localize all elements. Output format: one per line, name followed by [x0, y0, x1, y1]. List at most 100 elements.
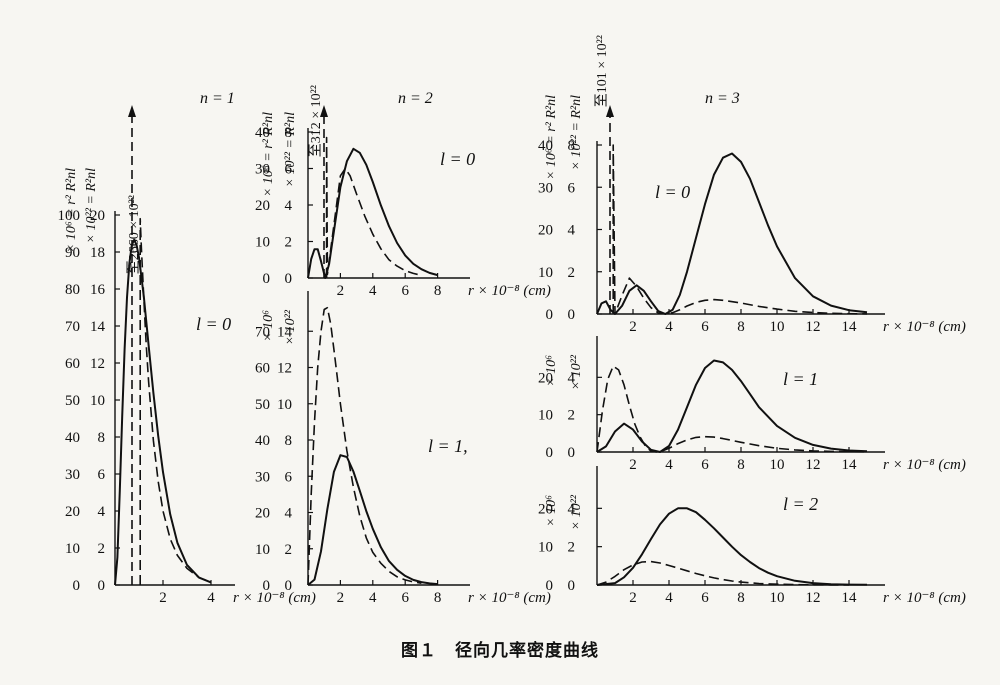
y-tick-label-inner: 4 — [98, 504, 106, 520]
y-tick-label-inner: 10 — [90, 393, 105, 409]
curve-r2R2 — [596, 359, 868, 453]
arrow-head — [128, 105, 136, 117]
y-tick-label-outer: 10 — [538, 265, 553, 281]
x-tick-label: 8 — [737, 590, 745, 606]
y-tick-label-inner: 8 — [568, 138, 576, 154]
y-axis-label-inner: × 10²² = R²nl — [283, 112, 298, 188]
x-axis-label: r × 10⁻⁸ (cm) — [233, 590, 316, 606]
x-tick-label: 2 — [629, 457, 637, 473]
y-tick-label-outer: 80 — [65, 282, 80, 298]
y-tick-label-inner: 6 — [98, 467, 106, 483]
y-tick-label-inner: 4 — [568, 223, 576, 239]
y-tick-label-outer: 20 — [255, 198, 270, 214]
x-tick-label: 10 — [770, 319, 785, 335]
y-tick-label-inner: 0 — [568, 445, 576, 461]
curve-R2 — [307, 306, 422, 586]
panel-n3-l2: 2 4 6 8 10 12 14 r × 10⁻⁸ (cm) 0 10 20 0 2 4 × 10⁶ × 10… — [538, 466, 966, 606]
y-tick-label-outer: 0 — [546, 307, 554, 323]
y-axis-label-outer: × 10⁶ — [544, 355, 559, 387]
x-tick-label: 14 — [842, 457, 858, 473]
y-tick-label-inner: 2 — [285, 542, 293, 558]
y-tick-label-outer: 0 — [546, 445, 554, 461]
y-tick-label-inner: 0 — [285, 578, 293, 594]
y-tick-label-outer: 10 — [538, 540, 553, 556]
y-tick-label-outer: 0 — [546, 578, 554, 594]
y-tick-label-outer: 60 — [65, 356, 80, 372]
y-tick-label-outer: 60 — [255, 361, 270, 377]
l-label: l = 0 — [196, 314, 231, 334]
x-tick-label: 6 — [401, 590, 409, 606]
curve-r2R2 — [596, 507, 868, 586]
y-axis-label-outer: × 10⁶ = r² R²nl — [261, 112, 276, 197]
y-tick-label-outer: 50 — [65, 393, 80, 409]
off-scale-arrow-label: 至101 × 10²² — [595, 35, 610, 107]
x-tick-label: 2 — [337, 283, 345, 299]
y-tick-label-outer: 90 — [65, 245, 80, 261]
x-axis-label: r × 10⁻⁸ (cm) — [468, 590, 551, 606]
x-axis-label: r × 10⁻⁸ (cm) — [883, 590, 966, 606]
y-tick-label-inner: 2 — [285, 235, 293, 251]
y-axis-label-inner: × 10²² — [569, 354, 584, 390]
n-label: n = 3 — [705, 90, 740, 107]
y-tick-label-inner: 20 — [90, 208, 105, 224]
y-tick-label-outer: 40 — [255, 433, 270, 449]
x-tick-label: 2 — [159, 590, 167, 606]
l-label: l = 1, — [428, 436, 468, 456]
x-tick-label: 6 — [701, 590, 709, 606]
y-tick-label-inner: 14 — [90, 319, 106, 335]
l-label: l = 2 — [783, 494, 818, 514]
n-label: n = 1 — [200, 90, 235, 107]
y-tick-label-inner: 4 — [285, 506, 293, 522]
y-tick-label-inner: 8 — [285, 125, 293, 141]
x-tick-label: 2 — [629, 590, 637, 606]
curve-r2R2 — [307, 454, 438, 586]
y-tick-label-inner: 18 — [90, 245, 105, 261]
curve-R2 — [612, 144, 868, 315]
y-tick-label-inner: 6 — [568, 180, 576, 196]
y-tick-label-inner: 4 — [568, 370, 576, 386]
arrow-head — [606, 105, 614, 117]
y-tick-label-inner: 10 — [277, 397, 292, 413]
x-axis-label: r × 10⁻⁸ (cm) — [883, 457, 966, 473]
x-tick-label: 4 — [665, 319, 673, 335]
l-label: l = 0 — [440, 149, 475, 169]
y-tick-label-inner: 8 — [285, 433, 293, 449]
y-tick-label-outer: 70 — [65, 319, 80, 335]
y-tick-label-outer: 20 — [65, 504, 80, 520]
panel-n2-l0: 2 4 6 8 r × 10⁻⁸ (cm) 0 10 20 30 40 0 2 4 6 8 × 10⁶ = r… — [255, 85, 551, 299]
y-tick-label-outer: 10 — [255, 235, 270, 251]
y-tick-label-inner: 2 — [568, 408, 576, 424]
y-tick-label-outer: 20 — [538, 370, 553, 386]
y-tick-label-inner: 0 — [98, 578, 106, 594]
x-tick-label: 12 — [806, 457, 821, 473]
y-tick-label-inner: 6 — [285, 469, 293, 485]
y-tick-label-outer: 0 — [263, 271, 271, 287]
figure-caption: 图１ 径向几率密度曲线 — [401, 641, 599, 661]
x-tick-label: 8 — [737, 457, 745, 473]
panel-n3-l1: 2 4 6 8 10 12 14 r × 10⁻⁸ (cm) 0 10 20 0 2 4 × 10⁶ × 10… — [538, 336, 966, 473]
x-tick-label: 14 — [842, 319, 858, 335]
y-axis-label-inner: × 10²² — [283, 309, 298, 345]
x-tick-label: 6 — [701, 457, 709, 473]
y-tick-label-outer: 0 — [263, 578, 271, 594]
x-tick-label: 14 — [842, 590, 858, 606]
y-tick-label-outer: 50 — [255, 397, 270, 413]
y-tick-label-outer: 40 — [538, 138, 553, 154]
y-tick-label-inner: 0 — [568, 307, 576, 323]
x-tick-label: 8 — [737, 319, 745, 335]
y-tick-label-outer: 40 — [65, 430, 80, 446]
x-tick-label: 4 — [665, 590, 673, 606]
x-tick-label: 10 — [770, 590, 785, 606]
x-tick-label: 4 — [665, 457, 673, 473]
y-tick-label-inner: 0 — [285, 271, 293, 287]
y-tick-label-outer: 30 — [255, 162, 270, 178]
y-tick-label-inner: 14 — [277, 324, 293, 340]
y-axis-label-inner: × 10²² = R²nl — [569, 95, 584, 171]
x-axis-label: r × 10⁻⁸ (cm) — [468, 283, 551, 299]
y-tick-label-inner: 2 — [568, 540, 576, 556]
y-tick-label-outer: 20 — [538, 223, 553, 239]
off-scale-arrow-label: 至312 × 10²² — [309, 85, 324, 157]
